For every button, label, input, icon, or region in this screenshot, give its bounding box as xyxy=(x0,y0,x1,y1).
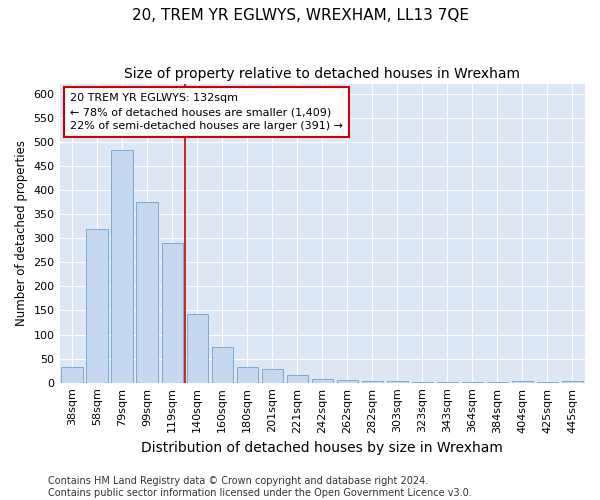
Bar xyxy=(136,202,158,382)
Title: Size of property relative to detached houses in Wrexham: Size of property relative to detached ho… xyxy=(124,68,520,82)
Bar xyxy=(212,346,233,382)
Bar xyxy=(287,376,308,382)
Bar xyxy=(236,368,258,382)
Bar xyxy=(262,368,283,382)
Bar xyxy=(187,314,208,382)
Bar xyxy=(387,381,408,382)
Bar xyxy=(311,380,333,382)
X-axis label: Distribution of detached houses by size in Wrexham: Distribution of detached houses by size … xyxy=(142,441,503,455)
Bar xyxy=(112,150,133,382)
Y-axis label: Number of detached properties: Number of detached properties xyxy=(15,140,28,326)
Bar xyxy=(337,380,358,382)
Bar xyxy=(562,381,583,382)
Text: 20 TREM YR EGLWYS: 132sqm
← 78% of detached houses are smaller (1,409)
22% of se: 20 TREM YR EGLWYS: 132sqm ← 78% of detac… xyxy=(70,93,343,131)
Bar xyxy=(61,368,83,382)
Text: 20, TREM YR EGLWYS, WREXHAM, LL13 7QE: 20, TREM YR EGLWYS, WREXHAM, LL13 7QE xyxy=(131,8,469,22)
Bar xyxy=(512,381,533,382)
Bar xyxy=(362,381,383,382)
Bar xyxy=(86,228,108,382)
Text: Contains HM Land Registry data © Crown copyright and database right 2024.
Contai: Contains HM Land Registry data © Crown c… xyxy=(48,476,472,498)
Bar xyxy=(161,243,183,382)
